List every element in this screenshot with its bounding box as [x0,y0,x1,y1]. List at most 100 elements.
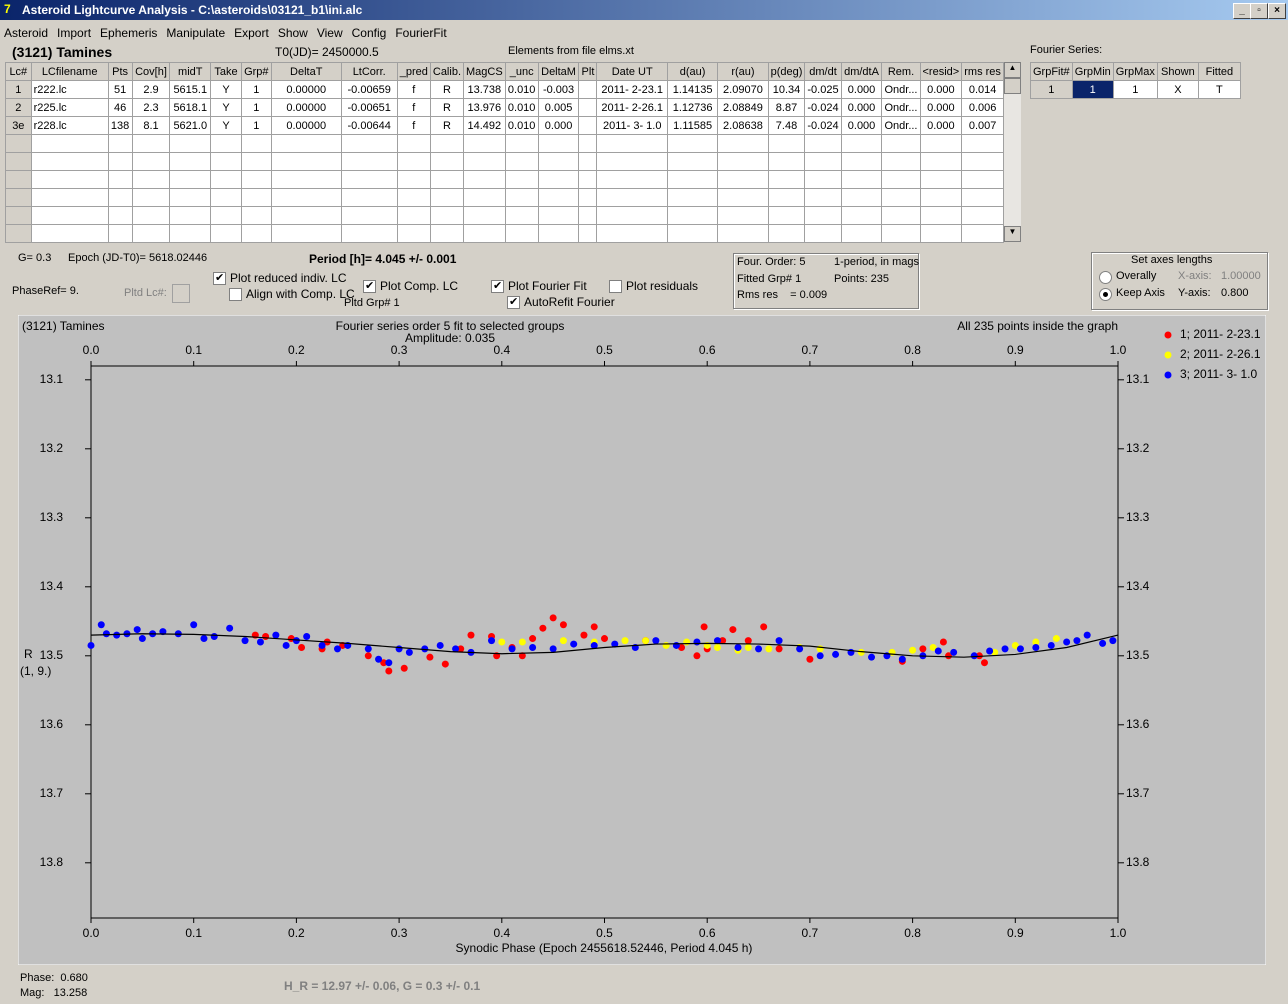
menu-item[interactable]: Ephemeris [100,26,158,40]
column-header: LtCorr. [340,62,398,81]
menu-item[interactable]: View [316,26,343,40]
table-cell [578,116,598,135]
data-point [1052,635,1060,643]
checkbox[interactable] [213,271,226,285]
empty-row [5,170,1004,189]
table-cell [131,152,171,171]
menu-item[interactable]: Config [351,26,387,40]
table-cell [666,188,719,207]
checkbox[interactable] [507,295,520,309]
data-point [436,641,444,649]
close-button[interactable]: × [1268,3,1286,19]
checkbox[interactable] [609,280,622,293]
chart-title: (3121) Tamines [22,319,105,333]
checkbox[interactable] [363,279,376,293]
restore-button[interactable]: ▫ [1250,3,1268,19]
menu-item[interactable]: Show [277,26,308,40]
table-cell: 0.006 [961,98,1004,117]
table-cell [961,134,1004,153]
data-point [590,623,598,631]
column-header: Rem. [881,62,921,81]
table-cell: 1.11585 [666,116,719,135]
menu-item[interactable]: FourierFit [395,26,447,40]
table-cell: 5621.0 [169,116,212,135]
menu-item[interactable]: Asteroid [4,26,49,40]
table-cell [840,152,883,171]
table-cell [961,188,1004,207]
checkbox[interactable] [491,279,504,293]
y-tick-label-right: 13.3 [1126,510,1150,524]
minimize-button[interactable]: _ [1233,3,1251,19]
table-cell: 2011- 2-26.1 [596,98,668,117]
y-tick-label-right: 13.1 [1126,372,1150,386]
scrollbar[interactable]: ▲ ▼ [1003,62,1021,242]
x-tick-label-top: 0.3 [391,343,408,357]
table-cell [596,206,668,225]
table-cell: Y [210,98,242,117]
data-point [559,637,567,645]
table-cell [396,188,431,207]
table-cell: 2 [5,98,32,117]
menu-item[interactable]: Import [57,26,92,40]
x-tick-label: 0.9 [1007,926,1024,940]
fourier-table: GrpFit# GrpMin GrpMax Shown Fitted 1 1 1 X T [1030,62,1241,99]
y-tick-label-right: 13.7 [1126,786,1150,800]
info-rms: Rms res = 0.009 [737,289,828,301]
phaseref-label: PhaseRef= 9. [12,285,79,297]
table-cell [169,206,212,225]
radio[interactable] [1099,271,1112,284]
radio[interactable] [1099,288,1112,301]
table-cell [881,188,921,207]
y-tick-label: 13.3 [40,510,64,524]
y-tick-label-right: 13.2 [1126,441,1150,455]
pltd-lc-spin[interactable] [172,284,190,303]
column-header: Plt [578,62,598,81]
lightcurve-chart: (3121) Tamines Fourier series order 5 fi… [18,315,1266,965]
table-cell: 1 [240,80,272,99]
x-axis-value: 1.00000 [1221,270,1261,282]
table-cell: 1 [1030,80,1073,99]
table-cell [804,206,842,225]
data-point [719,637,727,645]
table-cell [578,134,598,153]
table-cell [210,134,242,153]
empty-row [5,134,1004,153]
checkbox-label: Plot Comp. LC [380,279,459,293]
empty-row [5,206,1004,225]
table-cell [463,224,506,243]
table-cell [30,188,109,207]
data-point [292,637,300,645]
menu-item[interactable]: Manipulate [166,26,226,40]
column-header: DeltaT [270,62,342,81]
table-cell [210,206,242,225]
table-cell [596,170,668,189]
column-header: Fitted [1197,62,1241,81]
points-note: All 235 points inside the graph [957,319,1118,333]
epoch-label: Epoch (JD-T0)= 5618.02446 [68,252,208,264]
title-bar: 7 Asteroid Lightcurve Analysis - C:\aste… [0,0,1288,20]
y-axis-label: R [24,647,33,661]
y-tick-label: 13.8 [40,855,64,869]
table-cell [30,224,109,243]
x-tick-label: 1.0 [1110,926,1127,940]
table-cell: -0.024 [804,98,842,117]
data-point [385,659,393,667]
table-cell [396,224,431,243]
table-cell [767,224,806,243]
table-cell [578,224,598,243]
table-cell [169,170,212,189]
column-header: _pred [396,62,431,81]
table-cell: 3e [5,116,32,135]
table-cell [840,224,883,243]
table-cell: 0.010 [504,116,539,135]
checkbox[interactable] [229,288,242,301]
menu-item[interactable]: Export [234,26,269,40]
data-point [318,641,326,649]
table-cell: f [396,98,431,117]
data-point [364,645,372,653]
data-point [1073,637,1081,645]
table-cell [396,152,431,171]
data-point [467,631,475,639]
table-cell: 7.48 [767,116,806,135]
y-tick-label: 13.2 [40,441,64,455]
